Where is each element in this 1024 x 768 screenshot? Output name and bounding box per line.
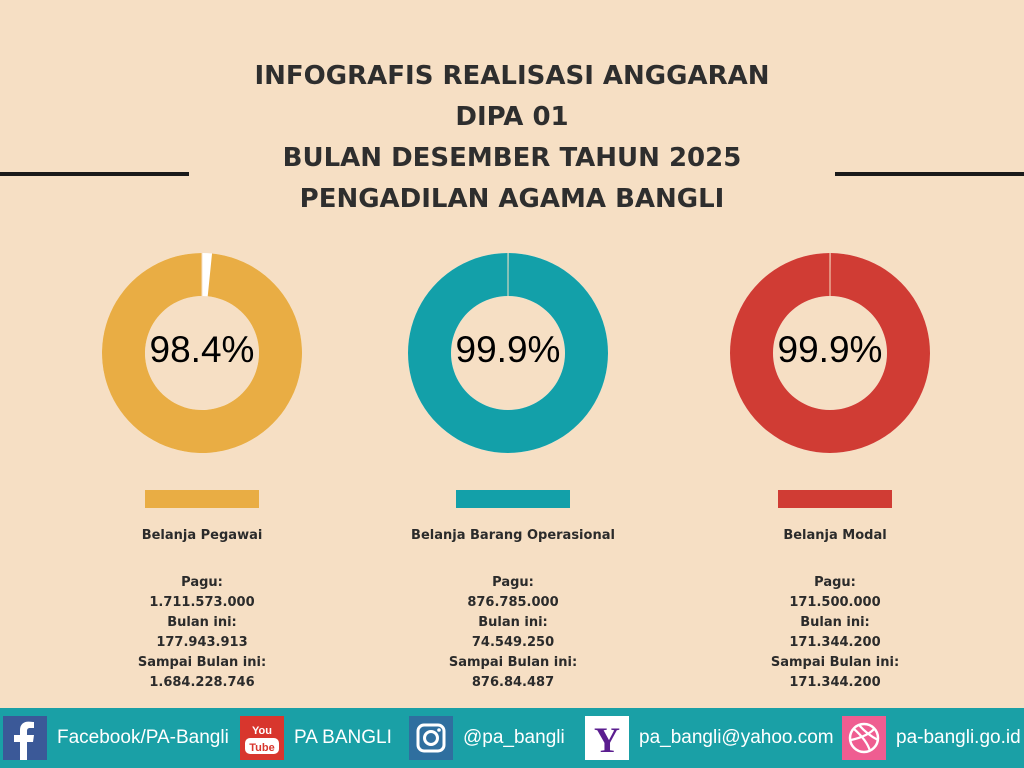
svg-text:Y: Y xyxy=(594,720,620,760)
sampai-bulan-ini-label: Sampai Bulan ini: xyxy=(448,655,578,670)
pagu-label: Pagu: xyxy=(492,575,534,590)
pagu-label: Pagu: xyxy=(814,575,856,590)
category-label: Belanja Modal xyxy=(783,528,887,543)
facebook-label: Facebook/PA-Bangli xyxy=(57,727,229,748)
legend-swatch-belanja-barang-operasional xyxy=(456,490,570,508)
instagram-link[interactable]: @pa_bangli xyxy=(409,716,565,760)
bulan-ini-value: 177.943.913 xyxy=(156,635,248,650)
legend-swatch-belanja-modal xyxy=(778,490,892,508)
sampai-bulan-ini-label: Sampai Bulan ini: xyxy=(770,655,900,670)
instagram-icon xyxy=(409,716,453,760)
bulan-ini-value: 74.549.250 xyxy=(471,635,555,650)
instagram-label: @pa_bangli xyxy=(463,727,565,748)
title-line-2: DIPA 01 xyxy=(455,102,569,132)
sampai-bulan-ini-value: 1.684.228.746 xyxy=(149,675,255,690)
donut-chart-belanja-pegawai: 98.4% xyxy=(102,253,302,453)
donut-svg xyxy=(102,253,302,453)
info-belanja-barang-operasional: Belanja Barang Operasional Pagu: 876.785… xyxy=(383,528,643,693)
donut-percent-label: 98.4% xyxy=(149,329,255,370)
donut-chart-belanja-barang-operasional: 99.9% xyxy=(408,253,608,453)
website-link[interactable]: pa-bangli.go.id xyxy=(842,716,1021,760)
dribbble-icon xyxy=(842,716,886,760)
pagu-value: 171.500.000 xyxy=(789,595,881,610)
bulan-ini-label: Bulan ini: xyxy=(478,615,548,630)
website-label: pa-bangli.go.id xyxy=(896,727,1021,748)
facebook-link[interactable]: Facebook/PA-Bangli xyxy=(3,716,229,760)
yahoo-label: pa_bangli@yahoo.com xyxy=(639,727,834,748)
donut-value-segment xyxy=(408,253,608,453)
donut-chart-belanja-modal: 99.9% xyxy=(730,253,930,453)
sampai-bulan-ini-value: 171.344.200 xyxy=(789,675,881,690)
right-divider xyxy=(835,172,1024,176)
bulan-ini-label: Bulan ini: xyxy=(800,615,870,630)
yahoo-icon: Y xyxy=(585,716,629,760)
category-label: Belanja Pegawai xyxy=(141,528,263,543)
pagu-label: Pagu: xyxy=(181,575,223,590)
bulan-ini-label: Bulan ini: xyxy=(167,615,237,630)
title-line-1: INFOGRAFIS REALISASI ANGGARAN xyxy=(254,61,770,91)
sampai-bulan-ini-label: Sampai Bulan ini: xyxy=(137,655,267,670)
category-label: Belanja Barang Operasional xyxy=(411,528,615,543)
sampai-bulan-ini-value: 876.84.487 xyxy=(471,675,555,690)
infographic-title: INFOGRAFIS REALISASI ANGGARAN DIPA 01 BU… xyxy=(0,56,1024,220)
title-line-3: BULAN DESEMBER TAHUN 2025 xyxy=(282,143,742,173)
yahoo-link[interactable]: Y pa_bangli@yahoo.com xyxy=(585,716,834,760)
youtube-icon: You Tube xyxy=(240,716,284,760)
bulan-ini-value: 171.344.200 xyxy=(789,635,881,650)
donut-value-segment xyxy=(730,253,930,453)
facebook-icon xyxy=(3,716,47,760)
donut-svg xyxy=(408,253,608,453)
social-footer: Facebook/PA-Bangli You Tube PA BANGLI @p… xyxy=(0,708,1024,768)
info-belanja-pegawai: Belanja Pegawai Pagu: 1.711.573.000 Bula… xyxy=(72,528,332,693)
donut-percent-label: 99.9% xyxy=(455,329,561,370)
title-line-4: PENGADILAN AGAMA BANGLI xyxy=(299,184,725,214)
pagu-value: 1.711.573.000 xyxy=(149,595,255,610)
legend-swatch-belanja-pegawai xyxy=(145,490,259,508)
svg-text:You: You xyxy=(252,725,272,737)
youtube-link[interactable]: You Tube PA BANGLI xyxy=(240,716,392,760)
youtube-label: PA BANGLI xyxy=(294,727,392,748)
donut-value-segment xyxy=(102,253,302,453)
info-belanja-modal: Belanja Modal Pagu: 171.500.000 Bulan in… xyxy=(705,528,965,693)
pagu-value: 876.785.000 xyxy=(467,595,559,610)
left-divider xyxy=(0,172,189,176)
svg-text:Tube: Tube xyxy=(249,742,274,754)
donut-percent-label: 99.9% xyxy=(777,329,883,370)
donut-svg xyxy=(730,253,930,453)
